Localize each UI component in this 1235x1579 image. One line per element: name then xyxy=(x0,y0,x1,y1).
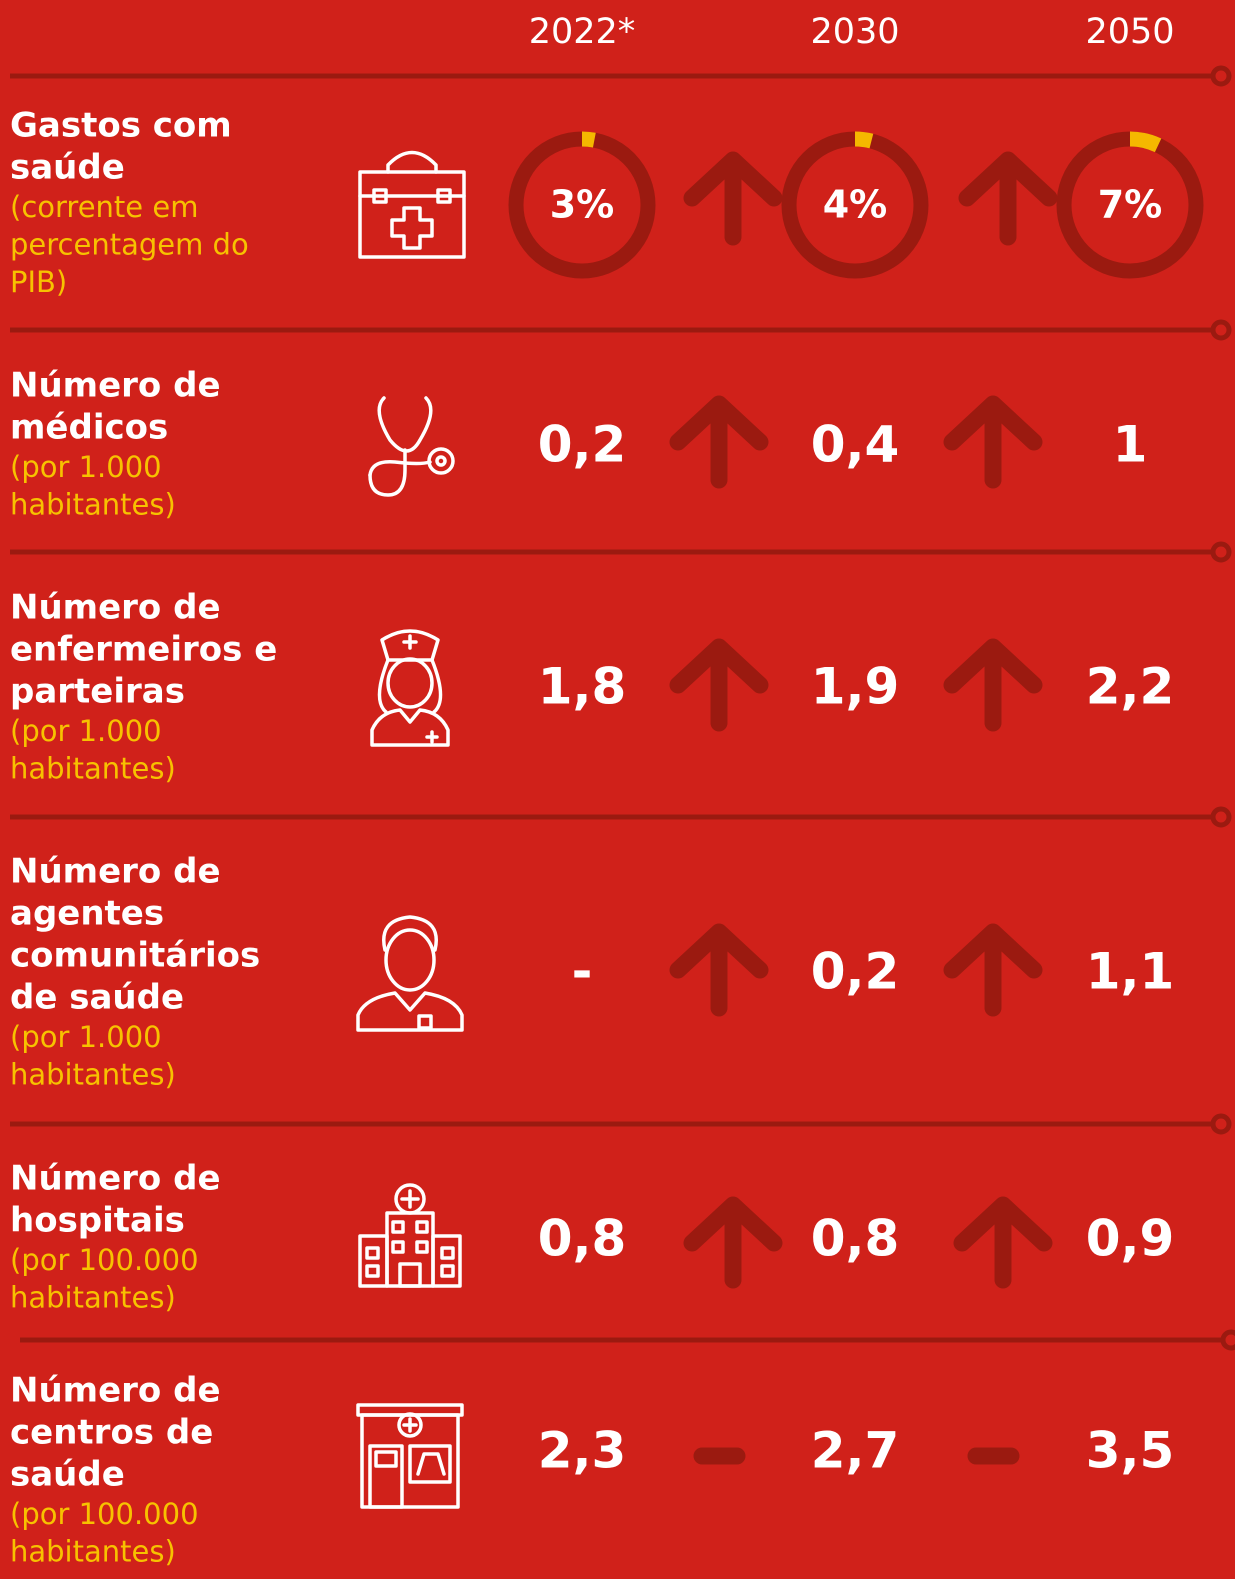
row-subtitle: (por 1.000 xyxy=(10,450,162,484)
row-title: saúde xyxy=(10,1455,125,1495)
row-title: centros de xyxy=(10,1413,213,1453)
row-title: parteiras xyxy=(10,672,185,712)
row-subtitle: PIB) xyxy=(10,265,67,299)
row-subtitle: habitantes) xyxy=(10,1281,176,1315)
row-value: 2,2 xyxy=(1086,658,1175,716)
row-title: comunitários xyxy=(10,936,260,976)
row-title: de saúde xyxy=(10,978,184,1018)
row-title: agentes xyxy=(10,894,164,934)
nurse-icon xyxy=(370,629,450,747)
separators xyxy=(10,65,1235,1351)
row-value: 0,4 xyxy=(811,416,900,474)
row-subtitle: habitantes) xyxy=(10,1535,176,1569)
row-title: Número de xyxy=(10,366,221,406)
row-title: Número de xyxy=(10,1371,221,1411)
first-aid-icon xyxy=(358,150,466,259)
row-subtitle: percentagem do xyxy=(10,228,249,262)
gauge-label: 7% xyxy=(1098,183,1163,227)
row-subtitle: habitantes) xyxy=(10,1058,176,1092)
gauge-label: 4% xyxy=(823,183,888,227)
gauge-arc xyxy=(1056,131,1204,279)
row-subtitle: (por 100.000 xyxy=(10,1497,199,1531)
row-title: médicos xyxy=(10,408,168,448)
row-title: Número de xyxy=(10,852,221,892)
row-value: 1,8 xyxy=(538,658,627,716)
row-value: 3,5 xyxy=(1086,1422,1175,1480)
gauge-label: 3% xyxy=(550,183,615,227)
health-center-icon xyxy=(356,1403,464,1509)
year-header: 2030 xyxy=(810,12,899,52)
year-header: 2022* xyxy=(529,12,636,52)
row-value: - xyxy=(572,943,593,1001)
row-subtitle: habitantes) xyxy=(10,488,176,522)
hospital-icon xyxy=(358,1183,462,1288)
row-subtitle: habitantes) xyxy=(10,752,176,786)
row-title: hospitais xyxy=(10,1201,185,1241)
row-value: 0,9 xyxy=(1086,1210,1175,1268)
row-value: 1,1 xyxy=(1086,943,1175,1001)
icons xyxy=(356,150,466,1509)
row-subtitle: (corrente em xyxy=(10,190,198,224)
row-value: 0,2 xyxy=(538,416,627,474)
row-value: 0,8 xyxy=(538,1210,627,1268)
trend-arrows xyxy=(669,151,1058,1465)
row-value: 2,7 xyxy=(811,1422,900,1480)
row-value: 2,3 xyxy=(538,1422,627,1480)
row-value: 0,2 xyxy=(811,943,900,1001)
row-value: 1 xyxy=(1113,416,1148,474)
row-title: Número de xyxy=(10,1159,221,1199)
health-agent-icon xyxy=(356,915,464,1032)
stethoscope-icon xyxy=(368,396,455,497)
row-value: 0,8 xyxy=(811,1210,900,1268)
year-header: 2050 xyxy=(1085,12,1174,52)
row-subtitle: (por 1.000 xyxy=(10,714,162,748)
row-subtitle: (por 1.000 xyxy=(10,1020,162,1054)
row-title: saúde xyxy=(10,148,125,188)
row-value: 1,9 xyxy=(811,658,900,716)
row-title: Número de xyxy=(10,588,221,628)
row-subtitle: (por 100.000 xyxy=(10,1243,199,1277)
gauge-arc xyxy=(781,131,929,279)
row-title: enfermeiros e xyxy=(10,630,277,670)
row-title: Gastos com xyxy=(10,106,232,146)
gauge-arc xyxy=(508,131,656,279)
